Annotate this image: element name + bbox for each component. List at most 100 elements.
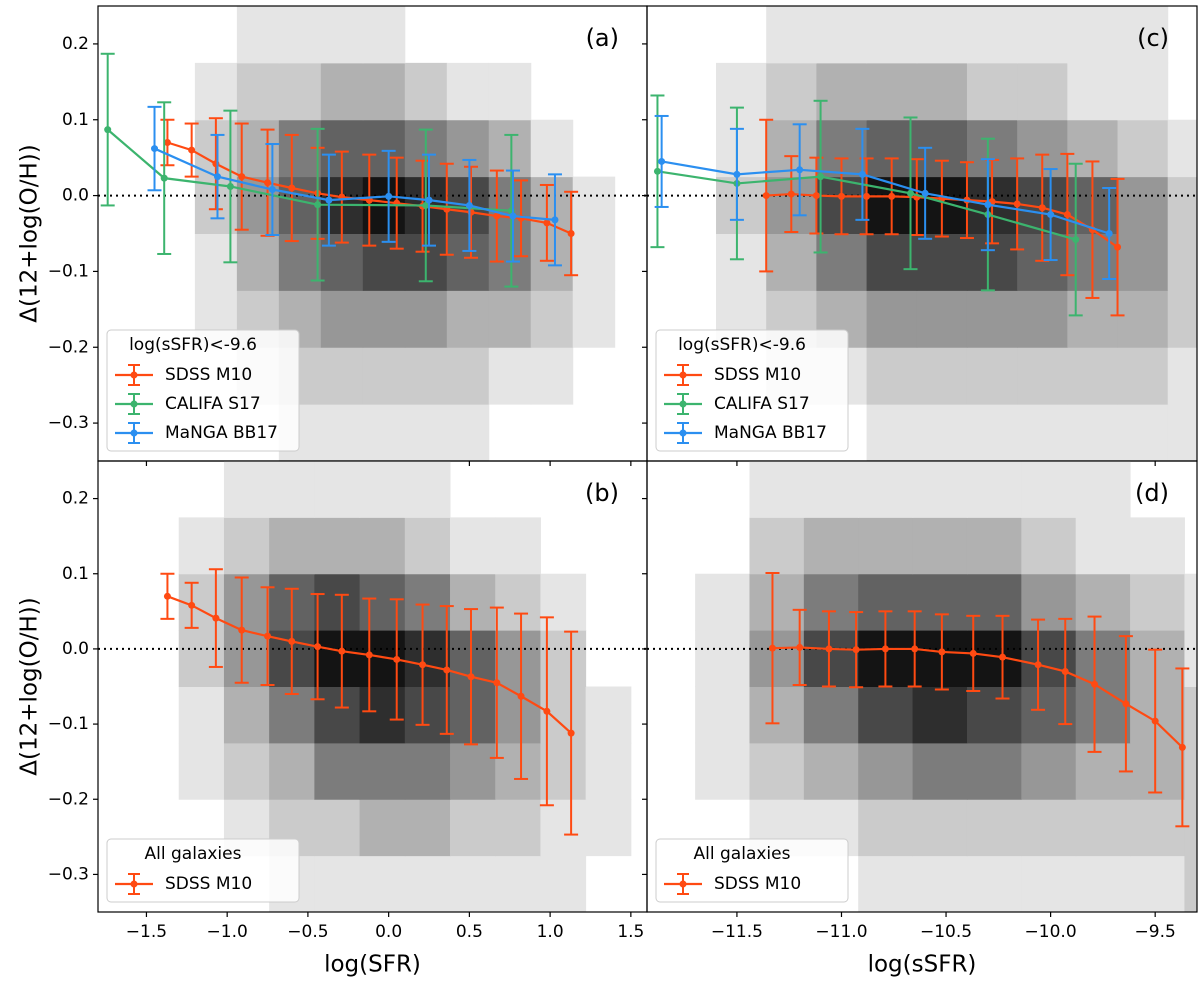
point xyxy=(264,632,272,640)
heatmap-cell xyxy=(223,686,270,744)
heatmap-cell xyxy=(1021,573,1077,631)
point xyxy=(314,201,322,209)
heatmap-cell xyxy=(1130,517,1185,575)
point xyxy=(825,645,833,653)
point xyxy=(812,192,820,200)
y-tick-label: 0.1 xyxy=(62,110,89,130)
heatmap-cell xyxy=(866,6,918,64)
heatmap-cell xyxy=(269,742,315,800)
x-axis-label: log(SFR) xyxy=(324,952,421,978)
legend-label: CALIFA S17 xyxy=(165,394,261,414)
point xyxy=(938,648,946,656)
x-tick-label: −1.0 xyxy=(207,922,248,942)
point xyxy=(163,592,171,600)
heatmap-cell xyxy=(966,855,1022,912)
point xyxy=(268,186,276,194)
legend-box xyxy=(106,329,300,452)
heatmap-cell xyxy=(450,799,496,857)
heatmap-cell xyxy=(966,290,1018,348)
heatmap-cell xyxy=(1067,404,1119,461)
point xyxy=(1105,230,1113,237)
heatmap-cell xyxy=(540,573,587,631)
x-tick-label: −11.0 xyxy=(815,922,867,942)
heatmap-cell xyxy=(404,855,451,912)
heatmap-cell xyxy=(1021,799,1077,857)
point xyxy=(385,192,393,200)
heatmap-cell xyxy=(966,6,1018,64)
heatmap-cell xyxy=(404,573,451,631)
heatmap-cell xyxy=(1021,855,1077,912)
heatmap-cell xyxy=(966,573,1022,631)
heatmap-cell xyxy=(1017,347,1068,405)
heatmap-cell xyxy=(766,233,817,291)
heatmap-cell xyxy=(404,630,451,687)
heatmap-cell xyxy=(1117,404,1169,461)
plot-area xyxy=(98,6,647,461)
heatmap-cell xyxy=(488,176,532,234)
heatmap-cell xyxy=(223,461,270,518)
y-axis-label: Δ(12+log(O/H)) xyxy=(17,597,43,775)
heatmap-cell xyxy=(866,290,918,348)
point xyxy=(188,601,196,609)
heatmap-cell xyxy=(1167,176,1197,234)
heatmap-cell xyxy=(1021,686,1077,744)
point xyxy=(653,167,661,175)
heatmap-cell xyxy=(858,461,914,518)
point xyxy=(517,692,525,700)
heatmap-cell xyxy=(314,686,361,744)
point xyxy=(858,170,866,178)
heatmap-cell xyxy=(450,573,496,631)
y-tick-label: 0.2 xyxy=(62,34,89,54)
heatmap-cell xyxy=(716,176,767,234)
point xyxy=(543,707,551,715)
heatmap-cell xyxy=(404,290,448,348)
heatmap-cell xyxy=(1075,461,1131,518)
legend-marker xyxy=(130,371,138,379)
heatmap-cell xyxy=(359,517,406,575)
heatmap-cell xyxy=(320,347,364,405)
legend-marker xyxy=(679,400,687,408)
heatmap-cell xyxy=(695,686,750,744)
heatmap-cell xyxy=(359,573,406,631)
heatmap-cell xyxy=(585,799,632,857)
point xyxy=(212,614,220,622)
point xyxy=(1047,211,1055,219)
legend-marker xyxy=(130,429,138,437)
heatmap-cell xyxy=(1117,347,1169,405)
heatmap-cell xyxy=(362,347,406,405)
heatmap-cell xyxy=(362,6,406,64)
heatmap-cell xyxy=(1021,630,1077,687)
heatmap-cell xyxy=(278,233,322,291)
heatmap-cell xyxy=(1021,461,1077,518)
plot-area xyxy=(647,461,1197,912)
heatmap-cell xyxy=(314,573,361,631)
heatmap-cell xyxy=(1117,233,1169,291)
y-tick-label: −0.1 xyxy=(48,714,89,734)
heatmap-cell xyxy=(858,799,914,857)
heatmap-cell xyxy=(749,686,805,744)
y-tick-label: 0.2 xyxy=(62,489,89,509)
point xyxy=(1178,743,1186,751)
heatmap-cell xyxy=(314,742,361,800)
panel-label: (c) xyxy=(1137,24,1169,52)
point xyxy=(226,182,234,190)
heatmap-cell xyxy=(1021,517,1077,575)
point xyxy=(238,173,246,181)
heatmap-cell xyxy=(495,573,541,631)
heatmap-cell xyxy=(1017,62,1068,121)
point xyxy=(314,643,322,651)
legend-marker xyxy=(679,429,687,437)
heatmap-cell xyxy=(1017,290,1068,348)
point xyxy=(733,170,741,178)
point xyxy=(1122,700,1130,708)
heatmap-cell xyxy=(495,799,541,857)
heatmap-cell xyxy=(236,6,280,64)
heatmap-cell xyxy=(236,233,280,291)
heatmap-cell xyxy=(404,62,448,121)
point xyxy=(658,157,666,165)
panel-label: (b) xyxy=(585,479,619,507)
point xyxy=(493,212,501,220)
x-tick-label: −10.5 xyxy=(920,922,972,942)
x-tick-label: −10.0 xyxy=(1025,922,1077,942)
